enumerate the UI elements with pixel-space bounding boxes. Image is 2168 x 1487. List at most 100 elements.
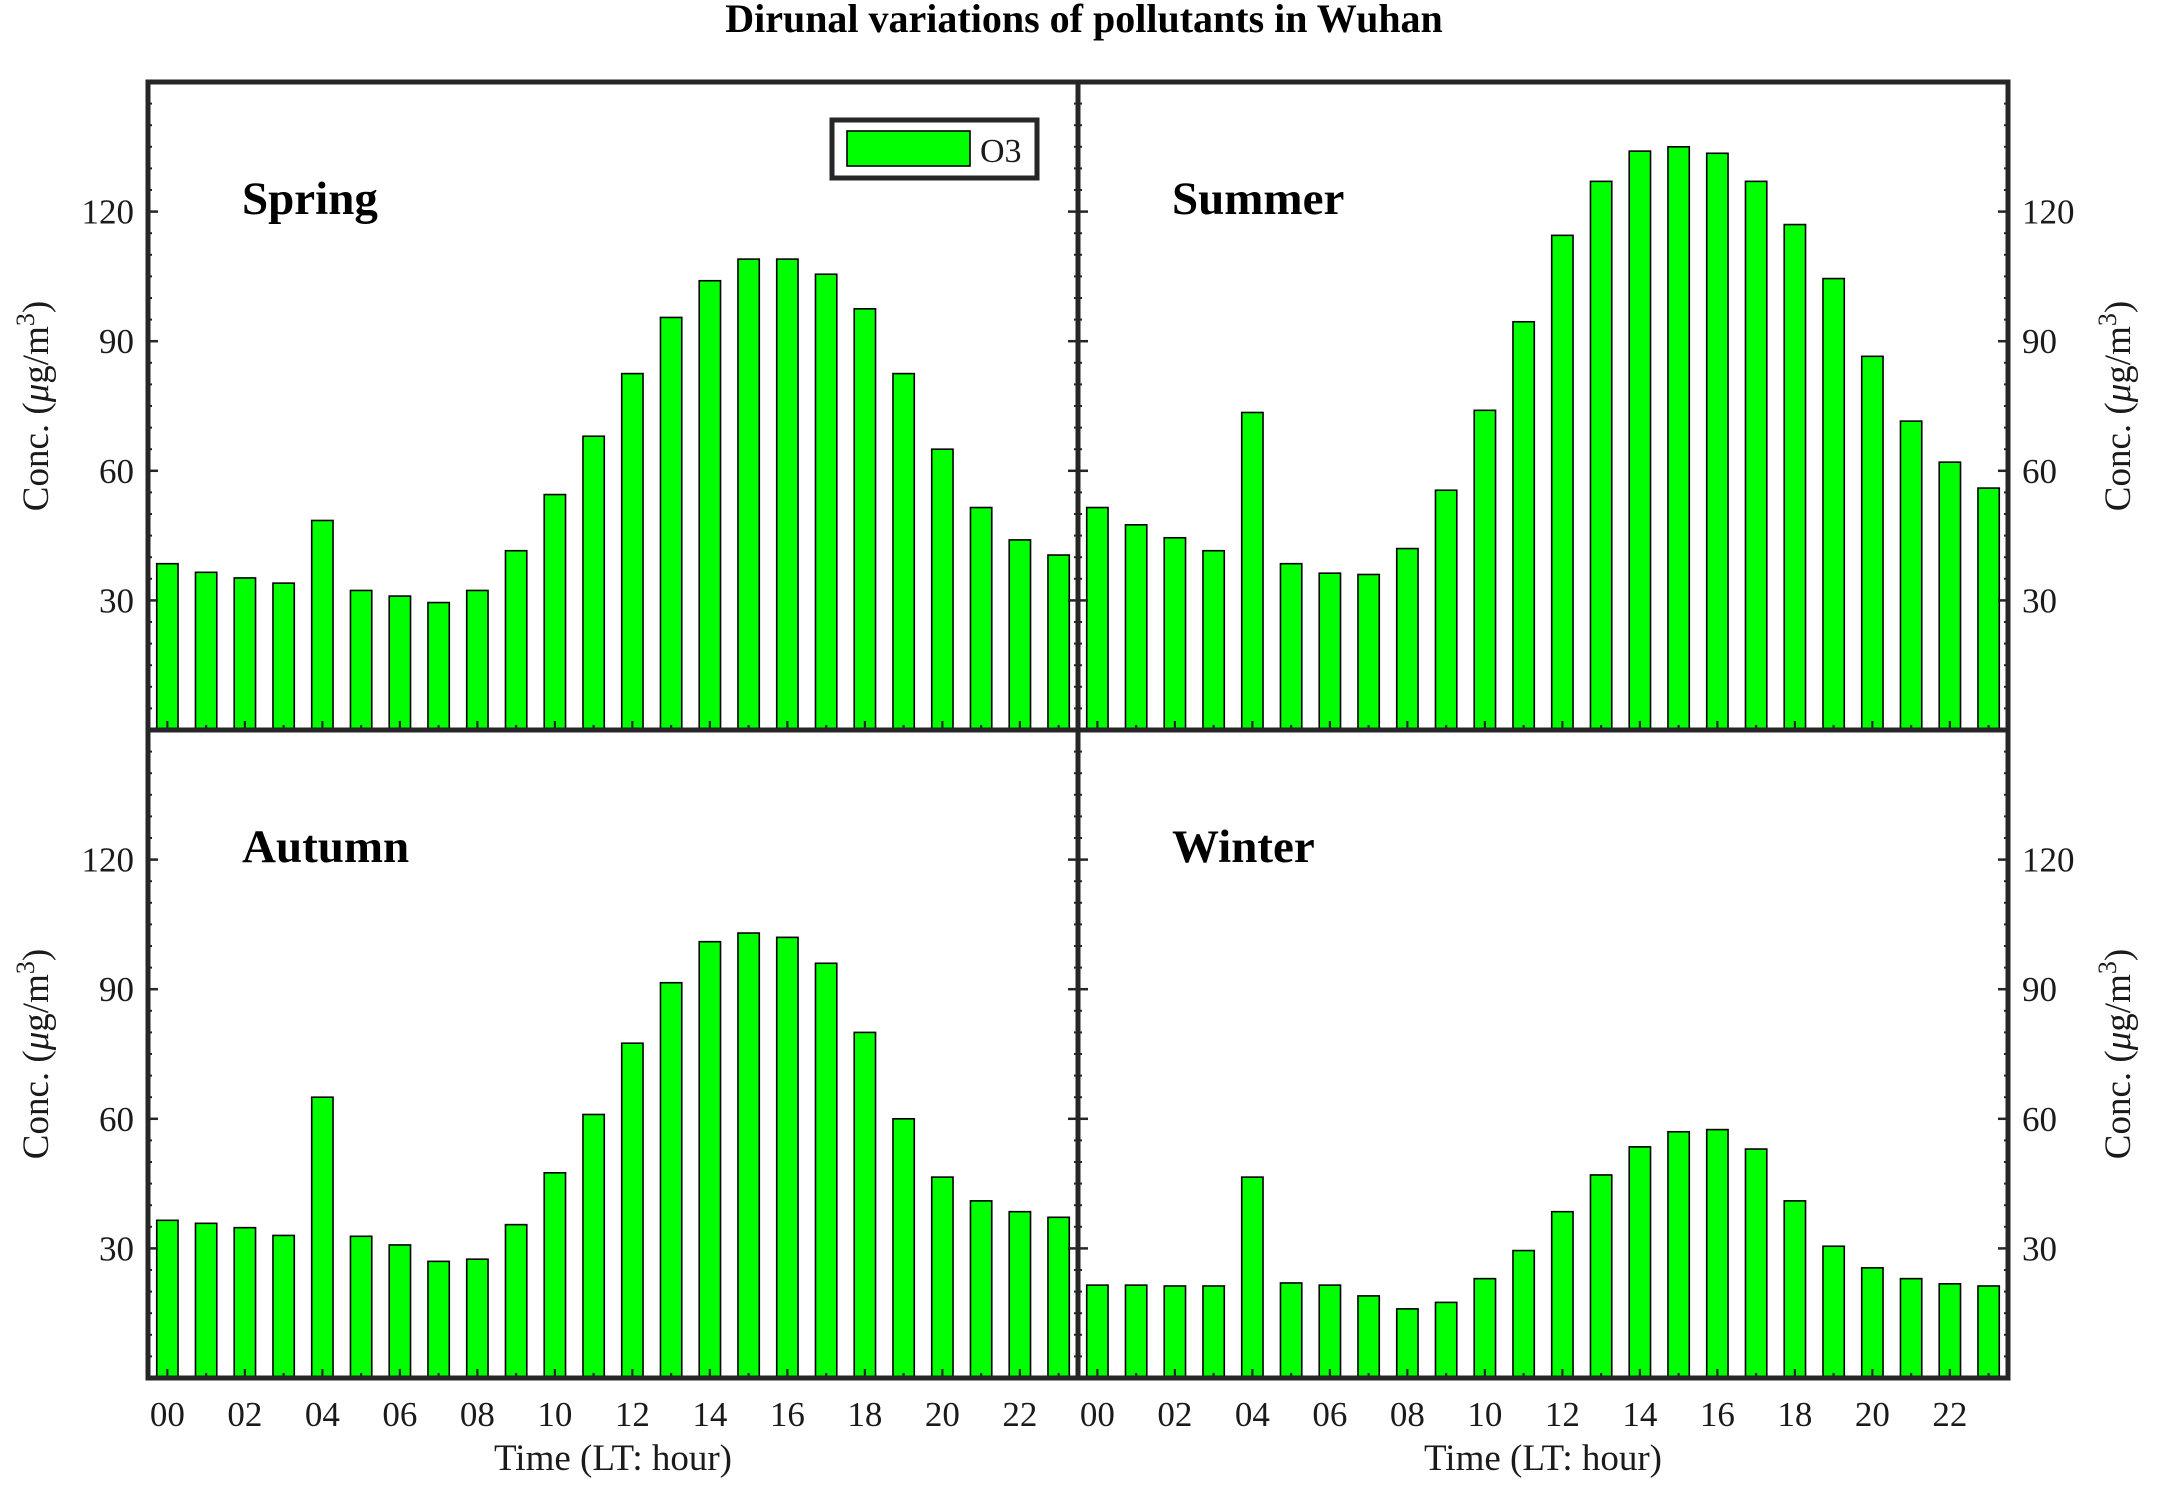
bar-summer-05	[1279, 562, 1303, 731]
bar-spring-20	[930, 448, 954, 731]
y-tick-label: 90	[99, 970, 134, 1009]
bar-summer-18	[1783, 223, 1807, 731]
bar-summer-03	[1202, 549, 1226, 731]
bar-autumn-12	[620, 1042, 644, 1379]
bar-spring-13	[659, 316, 683, 731]
bar-winter-22	[1938, 1283, 1962, 1379]
bar-summer-00	[1085, 506, 1109, 731]
bar-autumn-21	[969, 1200, 993, 1379]
bar-autumn-13	[659, 981, 683, 1379]
bar-summer-02	[1163, 536, 1187, 731]
bar-winter-03	[1202, 1285, 1226, 1379]
y-tick-label: 90	[2022, 970, 2057, 1009]
bar-summer-11	[1512, 320, 1536, 731]
bar-winter-14	[1628, 1146, 1652, 1379]
x-tick-label: 20	[925, 1395, 960, 1434]
bar-summer-08	[1395, 547, 1419, 731]
bar-autumn-16	[775, 936, 799, 1379]
y-tick-label: 30	[99, 1229, 134, 1268]
bar-winter-19	[1822, 1245, 1846, 1379]
bar-spring-15	[737, 258, 761, 731]
y-tick-label: 30	[2022, 1229, 2057, 1268]
bar-autumn-15	[737, 932, 761, 1379]
x-tick-label: 18	[847, 1395, 882, 1434]
frame-winter	[1075, 727, 2011, 1381]
bar-autumn-07	[427, 1260, 451, 1379]
bar-spring-04	[310, 519, 334, 731]
y-tick-label: 30	[99, 581, 134, 620]
panel-summer: 30 60 90 120 Conc. (μg/m3) Summer	[1078, 102, 2139, 731]
bar-spring-03	[272, 582, 296, 731]
bar-winter-05	[1279, 1282, 1303, 1379]
bar-winter-23	[1977, 1285, 2001, 1379]
bar-spring-07	[427, 601, 451, 731]
bar-winter-01	[1124, 1284, 1148, 1379]
bar-autumn-08	[465, 1258, 489, 1379]
bar-autumn-10	[543, 1172, 567, 1379]
y-tick-label: 90	[2022, 322, 2057, 361]
bar-spring-18	[853, 307, 877, 731]
season-label-summer: Summer	[1172, 173, 1344, 225]
bar-spring-11	[582, 435, 606, 731]
bar-winter-20	[1860, 1267, 1884, 1379]
x-tick-label: 14	[692, 1395, 727, 1434]
bar-autumn-14	[698, 940, 722, 1379]
y-tick-label: 60	[99, 1100, 134, 1139]
legend-swatch	[846, 130, 971, 167]
bar-summer-17	[1744, 180, 1768, 731]
x-tick-label: 08	[460, 1395, 495, 1434]
bar-summer-09	[1434, 489, 1458, 731]
y-tick-label: 120	[82, 193, 135, 232]
bar-spring-08	[465, 589, 489, 731]
bar-winter-17	[1744, 1148, 1768, 1379]
bar-spring-17	[814, 273, 838, 731]
bar-spring-22	[1008, 539, 1032, 731]
panel-spring: 30 60 90 120 Conc. (μg/m3) Spring	[11, 102, 1078, 731]
bar-autumn-06	[388, 1244, 412, 1379]
x-tick-label: 14	[1622, 1395, 1657, 1434]
x-tick-label: 16	[1700, 1395, 1735, 1434]
bar-autumn-23	[1047, 1216, 1071, 1379]
bar-spring-19	[892, 372, 916, 731]
x-tick-label: 08	[1390, 1395, 1425, 1434]
bar-autumn-09	[504, 1223, 528, 1379]
x-axis-label: Time (LT: hour)	[494, 1438, 732, 1479]
y-axis-label: Conc. (μg/m3)	[2093, 949, 2139, 1159]
bar-spring-14	[698, 279, 722, 731]
y-tick-label: 30	[2022, 581, 2057, 620]
bar-summer-16	[1705, 152, 1729, 731]
panel-winter: 30 60 90 120 00 02 04 06 08 10 12 14 16 18 20 22 Time (L…	[1078, 750, 2139, 1479]
x-tick-label: 12	[1545, 1395, 1580, 1434]
bar-winter-04	[1240, 1176, 1264, 1379]
y-tick-label: 120	[2022, 193, 2075, 232]
bar-winter-11	[1512, 1249, 1536, 1379]
x-tick-label: 02	[227, 1395, 262, 1434]
y-tick-label: 60	[99, 452, 134, 491]
y-axis-label: Conc. (μg/m3)	[2093, 301, 2139, 511]
x-axis-label: Time (LT: hour)	[1424, 1438, 1662, 1479]
x-tick-label: 00	[1080, 1395, 1115, 1434]
bar-autumn-22	[1008, 1210, 1032, 1379]
bar-summer-01	[1124, 523, 1148, 731]
bar-summer-13	[1589, 180, 1613, 731]
y-tick-label: 120	[2022, 841, 2075, 880]
bar-spring-09	[504, 549, 528, 731]
bar-summer-04	[1240, 411, 1264, 731]
y-tick-label: 60	[2022, 1100, 2057, 1139]
bar-autumn-03	[272, 1234, 296, 1379]
legend: O3	[829, 117, 1040, 181]
bar-summer-15	[1667, 146, 1691, 731]
bar-autumn-05	[349, 1235, 373, 1379]
bar-spring-12	[620, 372, 644, 731]
bar-autumn-02	[233, 1226, 257, 1379]
y-axis-label: Conc. (μg/m3)	[11, 301, 57, 511]
y-tick-label: 60	[2022, 452, 2057, 491]
bar-spring-16	[775, 258, 799, 731]
bar-summer-07	[1357, 573, 1381, 731]
x-tick-label: 04	[305, 1395, 340, 1434]
bar-winter-13	[1589, 1174, 1613, 1379]
bar-winter-18	[1783, 1200, 1807, 1379]
bar-summer-21	[1899, 420, 1923, 731]
x-tick-label: 10	[537, 1395, 572, 1434]
